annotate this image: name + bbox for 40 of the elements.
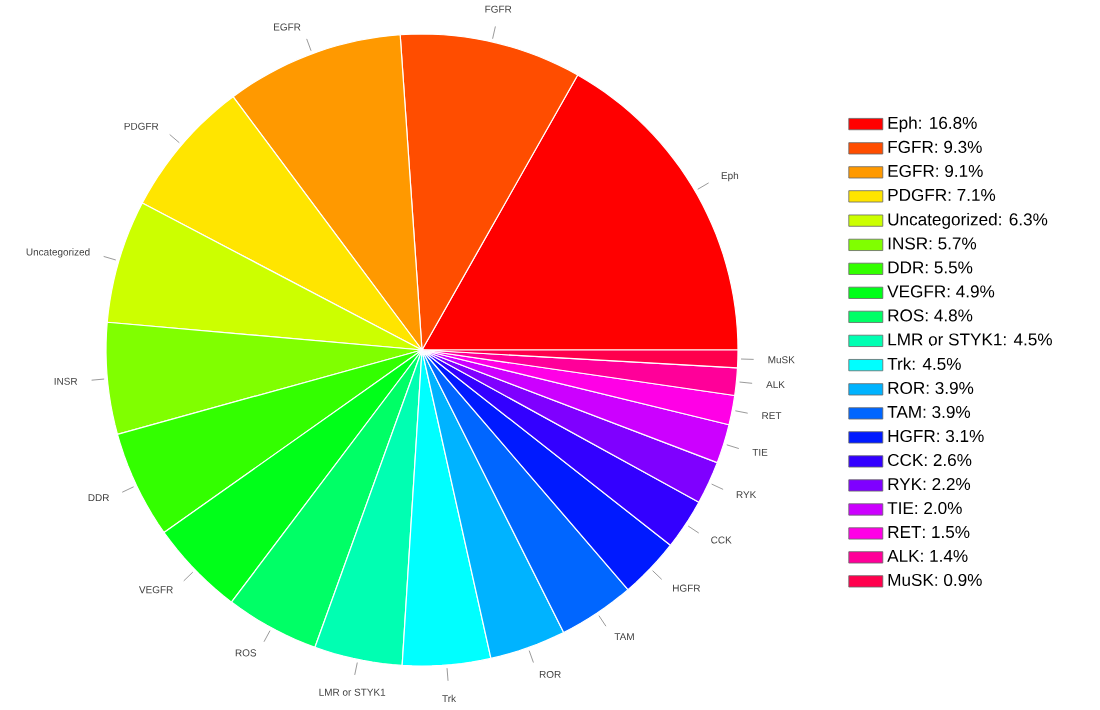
data-label: : 1.5% <box>923 526 970 539</box>
data-label: : 3.1% <box>937 429 984 443</box>
legend-label: TIE <box>887 502 914 514</box>
legend-label: LMR or STYK1 <box>888 333 1002 346</box>
legend-label: MuSK <box>888 573 934 587</box>
legend-label: PDGFR <box>888 188 947 202</box>
legend-label: Uncategorized <box>888 212 997 229</box>
data-label: : 1.4% <box>921 549 968 562</box>
legend-label: HGFR <box>888 429 935 443</box>
legend-label: ROS <box>888 309 924 322</box>
data-label: : 2.6% <box>924 453 972 467</box>
legend-label: ALK <box>887 550 920 562</box>
data-label: : 0.9% <box>935 573 982 587</box>
legend-label: EGFR <box>888 164 934 177</box>
data-label: : 4.5% <box>1003 333 1052 346</box>
legend-label: ROR <box>888 381 925 394</box>
data-label: : 4.8% <box>925 309 973 322</box>
legend-label: DDR <box>888 261 924 274</box>
legend-label: INSR <box>888 237 928 250</box>
data-label: : 4.9% <box>947 285 995 298</box>
data-label: : 3.9% <box>923 405 971 419</box>
legend-label: TAM <box>887 406 921 418</box>
legend-label: VEGFR <box>887 285 946 298</box>
data-label: : 3.9% <box>926 381 974 394</box>
data-label: : 9.3% <box>935 140 982 153</box>
legend-label: FGFR <box>888 140 934 153</box>
legend-label: Eph <box>888 116 917 133</box>
legend-label: Trk <box>887 357 912 370</box>
legend-label: RET <box>888 526 922 538</box>
data-label: : 5.5% <box>925 261 973 274</box>
data-label: : 5.7% <box>929 237 977 250</box>
legend-label: RYK <box>888 478 922 490</box>
data-label: : 6.3% <box>999 213 1048 226</box>
data-label: : 2.0% <box>915 501 962 515</box>
data-label: : 9.1% <box>936 164 983 177</box>
data-label: : 2.2% <box>923 477 971 491</box>
data-label: : 4.5% <box>912 357 961 370</box>
legend-label: CCK <box>888 453 924 467</box>
data-label: : 7.1% <box>948 188 996 201</box>
data-label: : 16.8% <box>919 116 977 129</box>
